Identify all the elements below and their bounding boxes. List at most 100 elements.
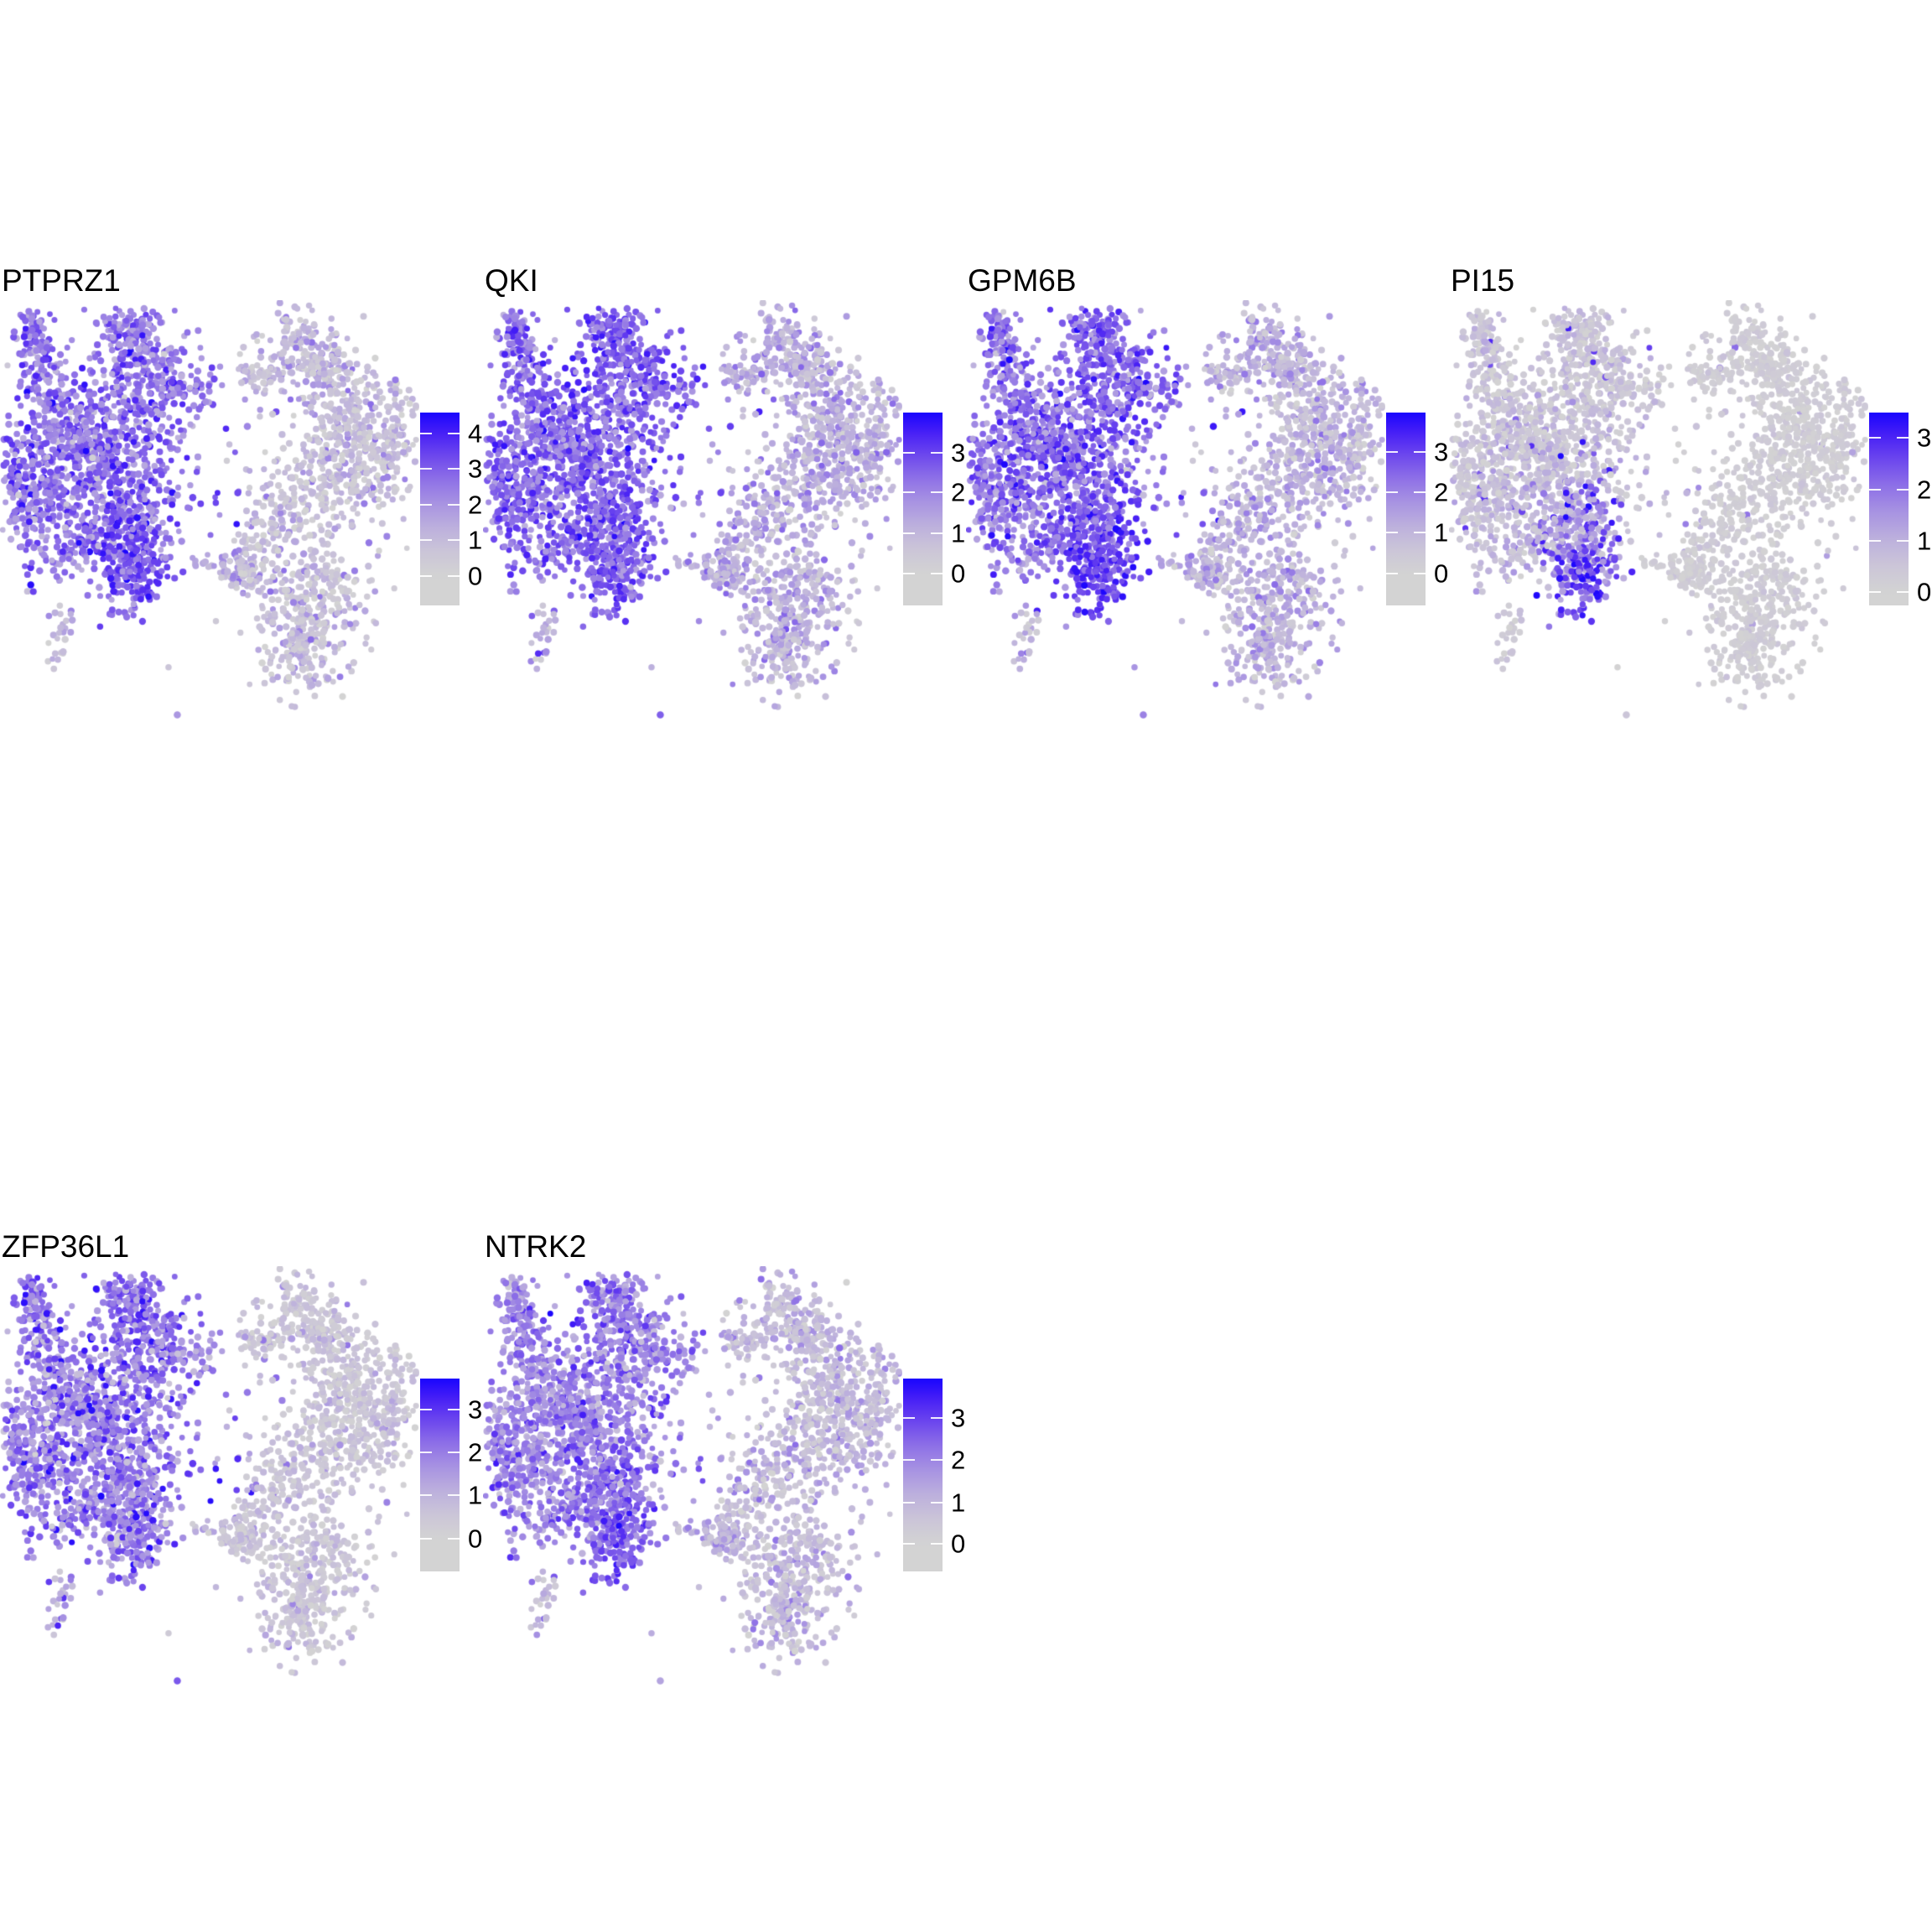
colorbar-tick-label: 1: [1434, 517, 1449, 548]
colorbar-tick-label: 0: [951, 1529, 966, 1559]
colorbar-tick-label: 2: [1434, 477, 1449, 507]
colorbar-tick-label: 3: [951, 438, 966, 468]
colorbar-tick-mark: [420, 433, 432, 435]
feature-panel-ntrk2: NTRK2 3 2 1 0: [483, 966, 966, 1932]
colorbar-tick-mark: [420, 1494, 432, 1497]
colorbar-tick-mark: [931, 573, 943, 575]
feature-panel-qki: QKI 3 2 1 0: [483, 0, 966, 966]
colorbar-tick-mark: [903, 573, 915, 575]
panel-title: NTRK2: [485, 1229, 587, 1264]
colorbar-tick-label: 0: [468, 1524, 483, 1554]
colorbar-tick-label: 3: [468, 454, 483, 484]
colorbar-gradient: [903, 413, 943, 605]
colorbar-tick-mark: [1897, 590, 1909, 593]
colorbar-tick-label: 2: [951, 1445, 966, 1475]
colorbar-tick-label: 1: [951, 1488, 966, 1518]
colorbar-tick-mark: [420, 1537, 432, 1540]
umap-scatter-canvas: [0, 300, 419, 728]
colorbar-tick-label: 1: [951, 518, 966, 548]
colorbar-tick-mark: [448, 468, 460, 470]
colorbar-tick-mark: [1414, 491, 1426, 493]
colorbar-tick-mark: [448, 1494, 460, 1497]
panel-title: GPM6B: [968, 263, 1077, 298]
colorbar-tick-label: 2: [468, 490, 483, 520]
umap-scatter-canvas: [483, 1266, 902, 1694]
colorbar-tick-mark: [1869, 590, 1881, 593]
colorbar-tick-mark: [448, 1537, 460, 1540]
colorbar-tick-label: 1: [468, 1480, 483, 1510]
colorbar-tick-mark: [931, 1543, 943, 1545]
colorbar-tick-label: 3: [468, 1394, 483, 1425]
colorbar-tick-label: 3: [1434, 437, 1449, 467]
colorbar-tick-mark: [931, 452, 943, 454]
colorbar-tick-mark: [1897, 539, 1909, 542]
colorbar-tick-label: 0: [951, 558, 966, 589]
colorbar-tick-mark: [903, 532, 915, 534]
colorbar-tick-mark: [420, 575, 432, 578]
colorbar-gradient: [1386, 413, 1426, 605]
colorbar-tick-mark: [903, 1543, 915, 1545]
colorbar-tick-mark: [1897, 489, 1909, 491]
colorbar-tick-label: 0: [1434, 558, 1449, 589]
feature-panel-ptprz1: PTPRZ1 4 3 2 1 0: [0, 0, 483, 966]
colorbar-tick-mark: [931, 1502, 943, 1504]
colorbar-tick-label: 3: [1917, 423, 1932, 453]
panel-title: QKI: [485, 263, 538, 298]
colorbar-tick-label: 2: [468, 1437, 483, 1467]
colorbar-tick-mark: [448, 575, 460, 578]
colorbar-tick-mark: [448, 1408, 460, 1410]
colorbar-tick-mark: [448, 539, 460, 542]
colorbar-tick-label: 2: [951, 477, 966, 507]
colorbar-tick-mark: [903, 1459, 915, 1462]
feature-panel-zfp36l1: ZFP36L1 3 2 1 0: [0, 966, 483, 1932]
colorbar-gradient: [420, 1379, 460, 1571]
panel-title: PTPRZ1: [2, 263, 121, 298]
colorbar-tick-mark: [1414, 450, 1426, 453]
colorbar-tick-mark: [448, 433, 460, 435]
colorbar-tick-mark: [420, 1408, 432, 1410]
colorbar-tick-mark: [1869, 436, 1881, 439]
colorbar-tick-mark: [420, 468, 432, 470]
colorbar-tick-mark: [420, 503, 432, 506]
colorbar-tick-mark: [903, 1502, 915, 1504]
colorbar-tick-label: 3: [951, 1403, 966, 1433]
panel-title: PI15: [1451, 263, 1515, 298]
colorbar-tick-mark: [420, 1451, 432, 1453]
colorbar-tick-mark: [931, 491, 943, 493]
colorbar-tick-label: 4: [468, 418, 483, 449]
colorbar-tick-mark: [1386, 491, 1398, 493]
panel-title: ZFP36L1: [2, 1229, 130, 1264]
colorbar-tick-mark: [1414, 532, 1426, 534]
feature-panel-gpm6b: GPM6B 3 2 1 0: [966, 0, 1449, 966]
colorbar-tick-label: 1: [468, 525, 483, 555]
colorbar-tick-label: 2: [1917, 475, 1932, 505]
colorbar-tick-mark: [931, 1459, 943, 1462]
colorbar-tick-mark: [903, 1417, 915, 1420]
colorbar-tick-mark: [420, 539, 432, 542]
colorbar-tick-mark: [1869, 489, 1881, 491]
colorbar-tick-mark: [1869, 539, 1881, 542]
feature-panel-pi15: PI15 3 2 1 0: [1449, 0, 1932, 966]
colorbar-tick-label: 1: [1917, 526, 1932, 556]
colorbar-tick-mark: [903, 491, 915, 493]
colorbar-tick-mark: [1386, 573, 1398, 575]
colorbar-tick-mark: [1414, 573, 1426, 575]
colorbar-tick-label: 0: [1917, 577, 1932, 607]
colorbar-gradient: [903, 1379, 943, 1571]
colorbar-gradient: [420, 413, 460, 605]
colorbar-tick-mark: [1386, 532, 1398, 534]
colorbar-gradient: [1869, 413, 1909, 605]
colorbar-tick-mark: [931, 532, 943, 534]
umap-scatter-canvas: [483, 300, 902, 728]
umap-scatter-canvas: [966, 300, 1385, 728]
colorbar-tick-mark: [903, 452, 915, 454]
colorbar-tick-mark: [931, 1417, 943, 1420]
colorbar-tick-mark: [1386, 450, 1398, 453]
colorbar-tick-mark: [448, 1451, 460, 1453]
colorbar-tick-label: 0: [468, 561, 483, 591]
colorbar-tick-mark: [1897, 436, 1909, 439]
umap-scatter-canvas: [1449, 300, 1868, 728]
umap-scatter-canvas: [0, 1266, 419, 1694]
colorbar-tick-mark: [448, 503, 460, 506]
